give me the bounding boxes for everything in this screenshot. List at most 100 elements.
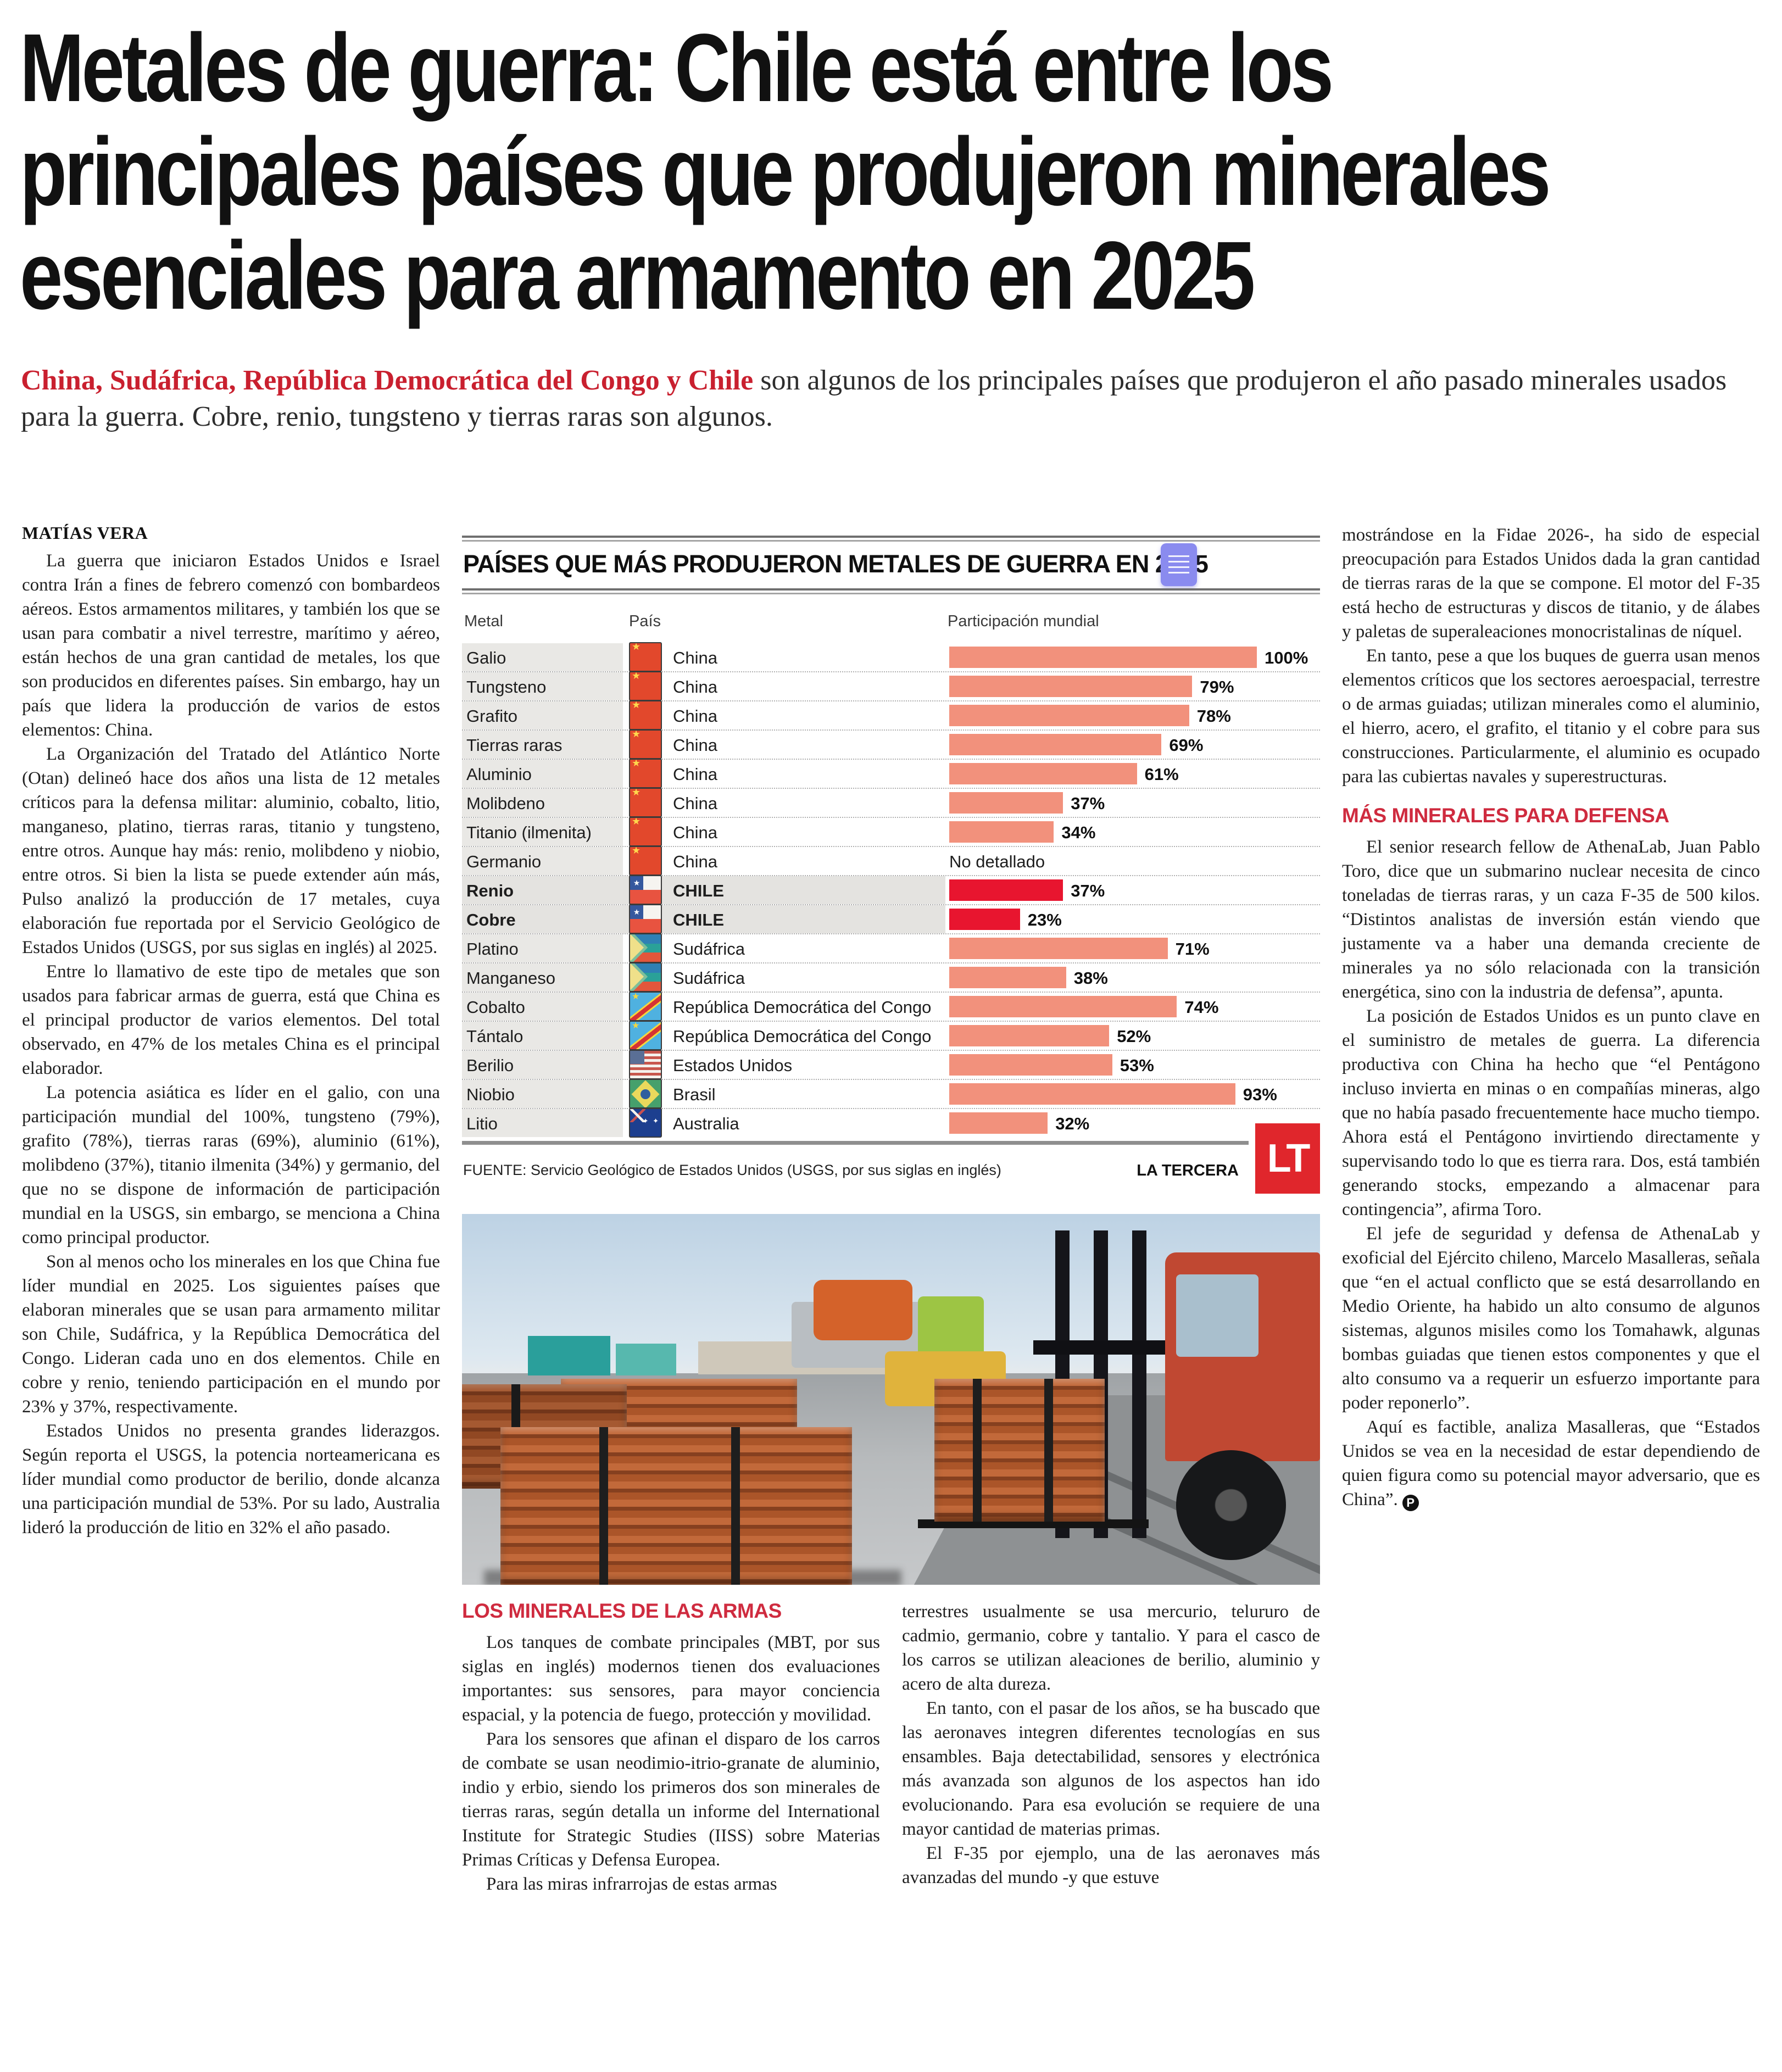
chart-title: PAÍSES QUE MÁS PRODUJERON METALES DE GUE… xyxy=(463,550,1209,578)
note-sticker-icon[interactable] xyxy=(1161,543,1197,586)
photo-forklift-window xyxy=(1176,1274,1258,1357)
rdc-flag-icon xyxy=(629,992,662,1021)
col-header-pais: País xyxy=(629,612,661,630)
chart-row: Cobalto República Democrática del Congo 74… xyxy=(462,992,1320,1022)
metal-cell-bg xyxy=(462,643,623,671)
headline: Metales de guerra: Chile está entre los p… xyxy=(20,14,1551,330)
paragraph: La Organización del Tratado del Atlántic… xyxy=(22,744,440,957)
rule xyxy=(462,540,1320,542)
percent-label: 23% xyxy=(1027,910,1062,929)
metal-cell-bg xyxy=(462,993,623,1021)
row-highlight xyxy=(462,876,945,904)
country-label: Sudáfrica xyxy=(673,939,745,959)
percent-label: 78% xyxy=(1196,706,1231,726)
photo-carried-bundle xyxy=(934,1379,1105,1522)
chart-row: Tántalo República Democrática del Congo 52… xyxy=(462,1021,1320,1051)
paragraph: La guerra que iniciaron Estados Unidos e… xyxy=(22,551,440,740)
china-flag-icon xyxy=(629,817,662,846)
metal-label: Manganeso xyxy=(466,968,556,988)
metal-label: Tierras raras xyxy=(466,736,563,755)
eeuu-flag-icon xyxy=(629,1050,662,1079)
china-flag-icon xyxy=(629,642,662,672)
bar xyxy=(949,879,1063,901)
metal-label: Berilio xyxy=(466,1056,514,1075)
percent-label: 34% xyxy=(1061,823,1096,842)
column-4-text-bottom: El senior research fellow de AthenaLab, … xyxy=(1342,835,1760,1512)
country-label: China xyxy=(673,794,717,813)
metal-cell-bg xyxy=(462,1022,623,1050)
chart-row: Germanio China No detallado xyxy=(462,846,1320,876)
bar xyxy=(949,647,1257,668)
col-header-participacion: Participación mundial xyxy=(948,612,1099,630)
lede: China, Sudáfrica, República Democrática … xyxy=(21,363,1751,435)
paragraph: La posición de Estados Unidos es un punt… xyxy=(1342,1006,1760,1219)
no-data-label: No detallado xyxy=(949,852,1045,871)
paragraph: En tanto, pese a que los buques de guerr… xyxy=(1342,646,1760,787)
percent-label: 93% xyxy=(1243,1085,1277,1104)
country-label: China xyxy=(673,648,717,667)
bar xyxy=(949,967,1066,988)
metal-cell-bg xyxy=(462,847,623,875)
country-label: China xyxy=(673,677,717,697)
article-end-mark: P xyxy=(1402,1495,1419,1511)
metal-label: Tántalo xyxy=(466,1027,524,1046)
paragraph: La potencia asiática es líder en el gali… xyxy=(22,1083,440,1247)
metal-label: Titanio (ilmenita) xyxy=(466,823,592,842)
infographic: PAÍSES QUE MÁS PRODUJERON METALES DE GUE… xyxy=(462,536,1320,1586)
metal-cell-bg xyxy=(462,1051,623,1079)
china-flag-icon xyxy=(629,700,662,730)
chart-rows: Galio China 100% Tungsteno China 79% Grafito Ch… xyxy=(462,642,1320,1138)
bar xyxy=(949,938,1168,959)
photo-copper-cathodes xyxy=(462,1214,1320,1585)
chart-row: Titanio (ilmenita) China 34% xyxy=(462,817,1320,847)
bar xyxy=(949,705,1189,726)
rule xyxy=(462,536,1320,538)
metal-cell-bg xyxy=(462,731,623,759)
rule xyxy=(462,593,1320,594)
bar xyxy=(949,734,1162,755)
percent-label: 61% xyxy=(1144,765,1179,784)
paragraph: mostrándose en la Fidae 2026-, ha sido d… xyxy=(1342,525,1760,642)
country-label: CHILE xyxy=(673,910,724,929)
photo-copper-stack-main xyxy=(500,1427,852,1585)
rule xyxy=(462,588,1320,591)
bar xyxy=(949,676,1193,697)
country-label: China xyxy=(673,765,717,784)
bar xyxy=(949,1083,1235,1105)
paragraph: Para los sensores que afinan el disparo … xyxy=(462,1729,880,1870)
brasil-flag-icon xyxy=(629,1079,662,1109)
metal-cell-bg xyxy=(462,789,623,817)
bar xyxy=(949,909,1020,930)
metal-label: Cobre xyxy=(466,910,516,929)
paragraph: Los tanques de combate principales (MBT,… xyxy=(462,1633,880,1725)
sudafrica-flag-icon xyxy=(629,933,662,963)
chile-flag-icon xyxy=(629,904,662,934)
metal-label: Niobio xyxy=(466,1085,515,1104)
bar xyxy=(949,1025,1110,1046)
percent-label: 53% xyxy=(1120,1056,1154,1075)
column-1-text: La guerra que iniciaron Estados Unidos e… xyxy=(22,549,440,1540)
metal-cell-bg xyxy=(462,1080,623,1108)
metal-label: Grafito xyxy=(466,706,518,726)
country-label: China xyxy=(673,852,717,871)
la-tercera-logo: LT xyxy=(1255,1123,1320,1194)
country-label: CHILE xyxy=(673,881,724,900)
country-label: Brasil xyxy=(673,1085,716,1104)
percent-label: 32% xyxy=(1055,1114,1090,1133)
paragraph: El jefe de seguridad y defensa de Athena… xyxy=(1342,1224,1760,1413)
country-label: China xyxy=(673,706,717,726)
percent-label: 79% xyxy=(1200,677,1234,697)
byline: MATÍAS VERA xyxy=(22,523,148,543)
country-label: China xyxy=(673,736,717,755)
headline-line: Metales de guerra: Chile está entre los xyxy=(20,14,1334,122)
china-flag-icon xyxy=(629,671,662,701)
headline-line: esenciales para armamento en 2025 xyxy=(20,222,1255,330)
australia-flag-icon xyxy=(629,1108,662,1138)
country-label: Estados Unidos xyxy=(673,1056,793,1075)
paragraph: El F-35 por ejemplo, una de las aeronave… xyxy=(902,1843,1320,1887)
paragraph: Son al menos ocho los minerales en los q… xyxy=(22,1252,440,1417)
percent-label: 71% xyxy=(1175,939,1210,959)
lede-highlight: China, Sudáfrica, República Democrática … xyxy=(21,365,754,396)
metal-label: Galio xyxy=(466,648,506,667)
metal-cell-bg xyxy=(462,1109,623,1137)
